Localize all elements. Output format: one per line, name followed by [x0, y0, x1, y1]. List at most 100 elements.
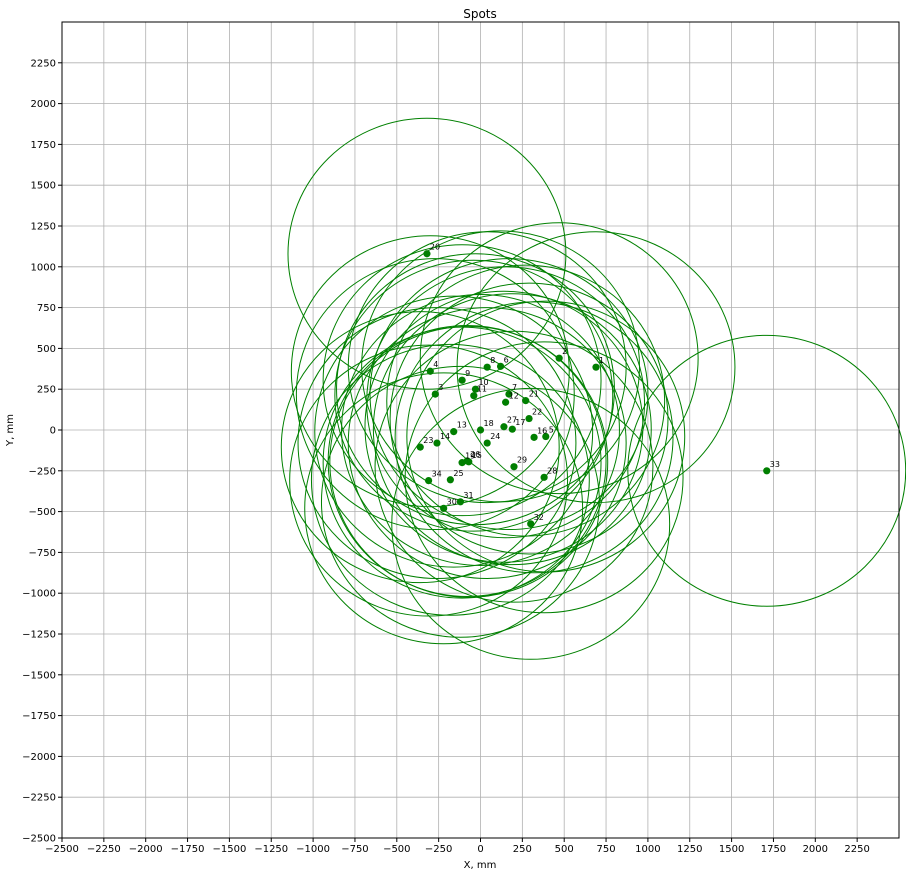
spot-point-32 [527, 520, 535, 528]
y-tick-label: −2000 [22, 752, 56, 763]
spot-point-20 [423, 250, 431, 258]
spot-label-34: 34 [432, 470, 442, 479]
spot-point-21 [522, 397, 530, 405]
spot-point-16 [530, 433, 538, 441]
y-tick-label: −1000 [22, 589, 56, 600]
spot-label-25: 25 [453, 469, 463, 478]
spot-circle-28 [404, 341, 684, 614]
spot-label-5: 5 [549, 426, 554, 435]
spot-point-13 [450, 428, 458, 436]
spot-label-31: 31 [463, 491, 473, 500]
y-tick-label: 250 [37, 385, 56, 396]
x-tick-label: −2000 [129, 844, 163, 855]
spot-point-14 [433, 439, 441, 447]
y-tick-label: 2000 [31, 99, 56, 110]
spot-point-28 [540, 473, 548, 481]
x-tick-label: −500 [383, 844, 410, 855]
spot-label-10: 10 [478, 378, 488, 387]
spot-circle-9 [322, 244, 602, 517]
x-axis-label: X, mm [464, 860, 497, 871]
x-tick-label: 2250 [844, 844, 869, 855]
spot-circle-19 [322, 326, 602, 599]
y-tick-label: −750 [29, 548, 56, 559]
x-tick-label: −1750 [171, 844, 205, 855]
y-tick-label: 1000 [31, 262, 56, 273]
y-tick-label: −2500 [22, 834, 56, 845]
spot-point-8 [483, 363, 491, 371]
spot-point-6 [496, 362, 505, 370]
spot-point-7 [505, 390, 513, 398]
y-tick-label: −2250 [22, 793, 56, 804]
spot-label-3: 3 [438, 383, 443, 392]
y-tick-label: 0 [50, 426, 56, 437]
x-tick-label: −2500 [45, 844, 79, 855]
x-tick-label: −1500 [212, 844, 246, 855]
spot-circle-17 [372, 293, 652, 566]
spot-point-29 [510, 463, 518, 471]
spot-point-33 [763, 467, 771, 475]
spot-point-23 [416, 443, 424, 451]
spot-label-2: 2 [562, 347, 567, 356]
spot-point-2 [555, 354, 563, 362]
x-tick-label: 1250 [677, 844, 702, 855]
spot-label-9: 9 [465, 369, 470, 378]
spot-point-17 [508, 425, 516, 433]
spot-circle-25 [310, 343, 590, 616]
spot-point-26 [463, 457, 471, 465]
spot-label-12: 12 [509, 391, 519, 400]
spot-label-14: 14 [440, 432, 450, 441]
x-tick-label: −1250 [254, 844, 288, 855]
chart-title: Spots [463, 7, 497, 21]
y-tick-label: −1500 [22, 670, 56, 681]
spot-label-17: 17 [515, 418, 525, 427]
spot-circle-29 [374, 330, 654, 603]
spot-label-4: 4 [433, 360, 438, 369]
y-tick-label: −500 [29, 507, 56, 518]
spot-circle-30 [304, 372, 584, 645]
y-tick-label: −1250 [22, 630, 56, 641]
x-tick-label: 1500 [719, 844, 744, 855]
spot-circle-31 [320, 365, 600, 638]
x-tick-label: 750 [597, 844, 616, 855]
spot-label-11: 11 [477, 385, 487, 394]
spot-point-24 [483, 439, 491, 447]
spot-label-13: 13 [457, 421, 467, 430]
spot-point-11 [470, 392, 478, 400]
y-tick-label: −1750 [22, 711, 56, 722]
y-axis-label: Y, mm [5, 414, 16, 447]
spot-circle-3 [295, 258, 575, 531]
spot-point-4 [426, 367, 434, 375]
spot-label-16: 16 [537, 426, 547, 435]
x-tick-label: 1000 [635, 844, 660, 855]
spot-label-20: 20 [430, 243, 440, 252]
spot-label-23: 23 [423, 436, 433, 445]
x-tick-label: −750 [341, 844, 368, 855]
y-tick-label: 2250 [31, 58, 56, 69]
spot-circle-16 [394, 301, 674, 574]
spot-circle-24 [347, 307, 627, 580]
spot-circle-34 [289, 344, 569, 617]
axis-ticks: −2500−2500−2250−2250−2000−2000−1750−1750… [22, 58, 870, 855]
spot-circle-11 [334, 259, 614, 532]
spot-label-33: 33 [770, 460, 780, 469]
x-tick-label: 2000 [803, 844, 828, 855]
x-tick-label: 500 [555, 844, 574, 855]
spot-label-21: 21 [529, 390, 539, 399]
y-tick-label: 500 [37, 344, 56, 355]
spot-label-1: 1 [599, 356, 604, 365]
spot-point-1 [592, 363, 600, 371]
spot-circle-7 [369, 258, 649, 531]
spot-label-22: 22 [532, 408, 542, 417]
spot-point-34 [425, 476, 433, 485]
spot-point-25 [446, 476, 454, 484]
spot-label-7: 7 [512, 383, 517, 392]
spot-circle-8 [347, 231, 627, 504]
spot-point-31 [456, 498, 465, 506]
spot-label-32: 32 [534, 513, 544, 522]
spot-label-26: 26 [470, 450, 480, 459]
spot-label-15: 15 [472, 451, 482, 460]
x-tick-label: −1000 [296, 844, 330, 855]
spot-label-27: 27 [507, 416, 517, 425]
spot-label-8: 8 [490, 356, 495, 365]
